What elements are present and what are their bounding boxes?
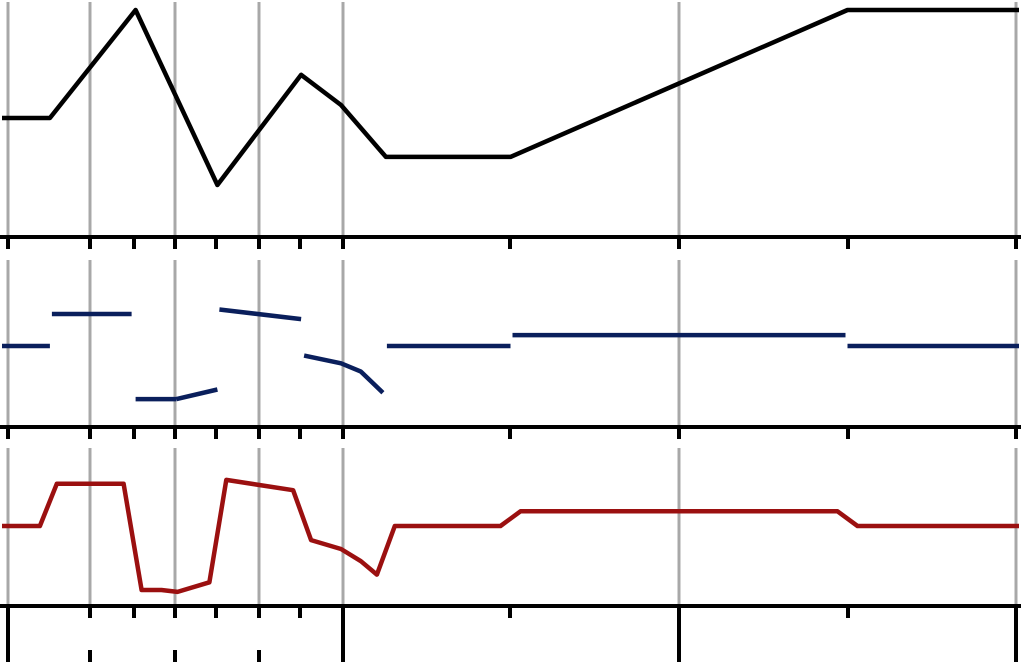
panel-bottom [0,448,1021,618]
bottom-strip [6,606,1018,662]
series-segment-0 [2,7,1019,188]
panel-top [0,2,1021,249]
panel-middle [0,260,1021,439]
series-segment-0 [2,477,1019,595]
series-segment-5 [303,353,385,395]
series-segment-4 [219,307,302,322]
series-segment-3 [175,387,218,402]
